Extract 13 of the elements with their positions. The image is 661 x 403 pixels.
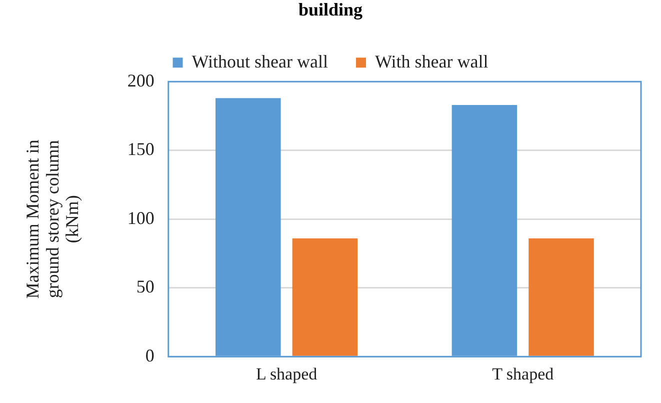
y-tick-label: 150 [127,139,154,160]
legend-label: Without shear wall [192,51,328,72]
chart-title: building [298,0,363,20]
legend-label: With shear wall [375,51,488,72]
bar [528,238,594,356]
y-tick-label: 0 [145,345,154,366]
x-tick-label: T shaped [492,364,554,384]
y-axis-title: Maximum Moment in ground storey column (kNm) [22,140,82,299]
bar [292,238,358,356]
y-tick-label: 50 [136,276,154,297]
y-tick-label: 200 [127,70,154,90]
y-tick-label: 100 [127,208,154,228]
x-tick-label: L shaped [256,364,318,384]
